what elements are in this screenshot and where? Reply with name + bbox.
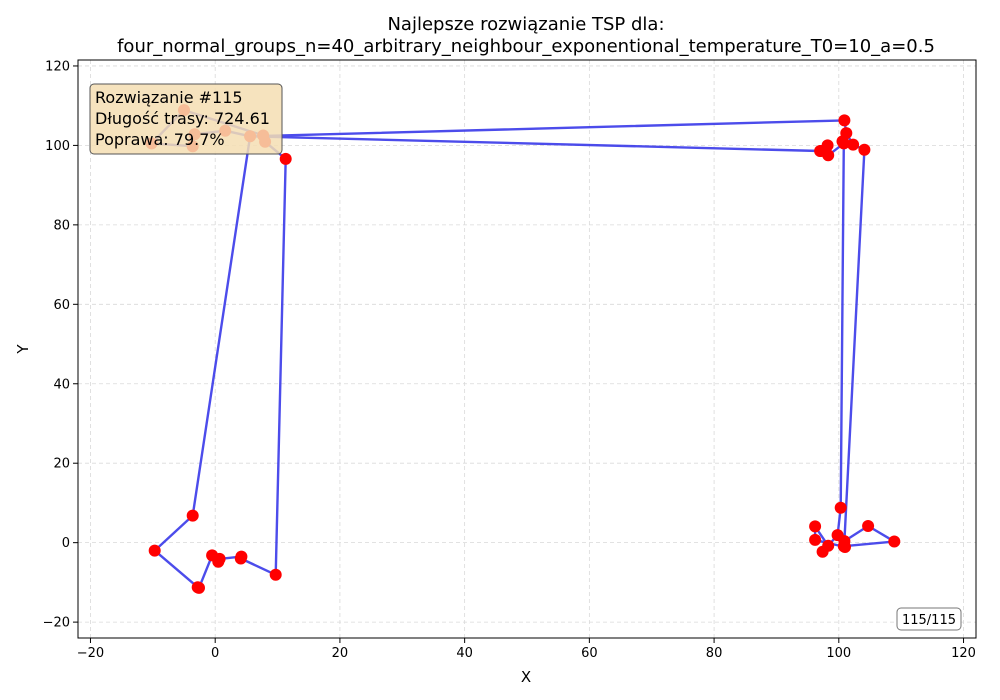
city-point: [214, 553, 226, 565]
frame-counter: 115/115: [897, 608, 961, 630]
city-point: [270, 569, 282, 581]
city-point: [814, 145, 826, 157]
city-point: [847, 139, 859, 151]
city-point: [193, 582, 205, 594]
city-point: [235, 553, 247, 565]
city-point: [822, 540, 834, 552]
y-tick-label: −20: [43, 616, 70, 631]
route-path: [152, 110, 895, 588]
y-tick-label: 80: [53, 218, 70, 233]
city-point: [809, 520, 821, 532]
info-solution: Rozwiązanie #115: [95, 88, 243, 107]
y-tick-label: 20: [53, 457, 70, 472]
info-improvement: Poprawa: 79.7%: [95, 130, 225, 149]
x-tick-label: 20: [332, 646, 349, 661]
frame-counter-text: 115/115: [902, 613, 956, 628]
y-tick-label: 0: [62, 536, 70, 551]
city-point: [837, 135, 849, 147]
y-axis-ticks: −20 0 20 40 60 80 100 120: [43, 59, 78, 630]
city-point: [838, 114, 850, 126]
y-tick-label: 100: [45, 139, 70, 154]
chart-title-line-1: Najlepsze rozwiązanie TSP dla:: [387, 14, 664, 35]
cities: [146, 104, 901, 594]
y-tick-label: 120: [45, 59, 70, 74]
city-point: [149, 545, 161, 557]
route-line: [152, 110, 895, 588]
y-axis-label: Y: [14, 344, 32, 355]
x-tick-label: 60: [581, 646, 598, 661]
city-point: [187, 510, 199, 522]
city-point: [835, 502, 847, 514]
y-tick-label: 60: [53, 298, 70, 313]
city-point: [862, 520, 874, 532]
city-point: [858, 144, 870, 156]
city-point: [838, 535, 850, 547]
info-route-length: Długość trasy: 724.61: [95, 109, 270, 128]
x-tick-label: −20: [77, 646, 104, 661]
city-point: [888, 536, 900, 548]
city-point: [809, 534, 821, 546]
x-tick-label: 40: [456, 646, 473, 661]
x-tick-label: 0: [211, 646, 219, 661]
x-tick-label: 80: [706, 646, 723, 661]
info-box: Rozwiązanie #115 Długość trasy: 724.61 P…: [90, 84, 282, 154]
x-tick-label: 120: [951, 646, 976, 661]
x-axis-ticks: −20 0 20 40 60 80 100 120: [77, 638, 976, 661]
x-tick-label: 100: [826, 646, 851, 661]
y-tick-label: 40: [53, 377, 70, 392]
city-point: [280, 153, 292, 165]
x-axis-label: X: [521, 668, 531, 686]
chart-title-line-2: four_normal_groups_n=40_arbitrary_neighb…: [117, 36, 935, 57]
